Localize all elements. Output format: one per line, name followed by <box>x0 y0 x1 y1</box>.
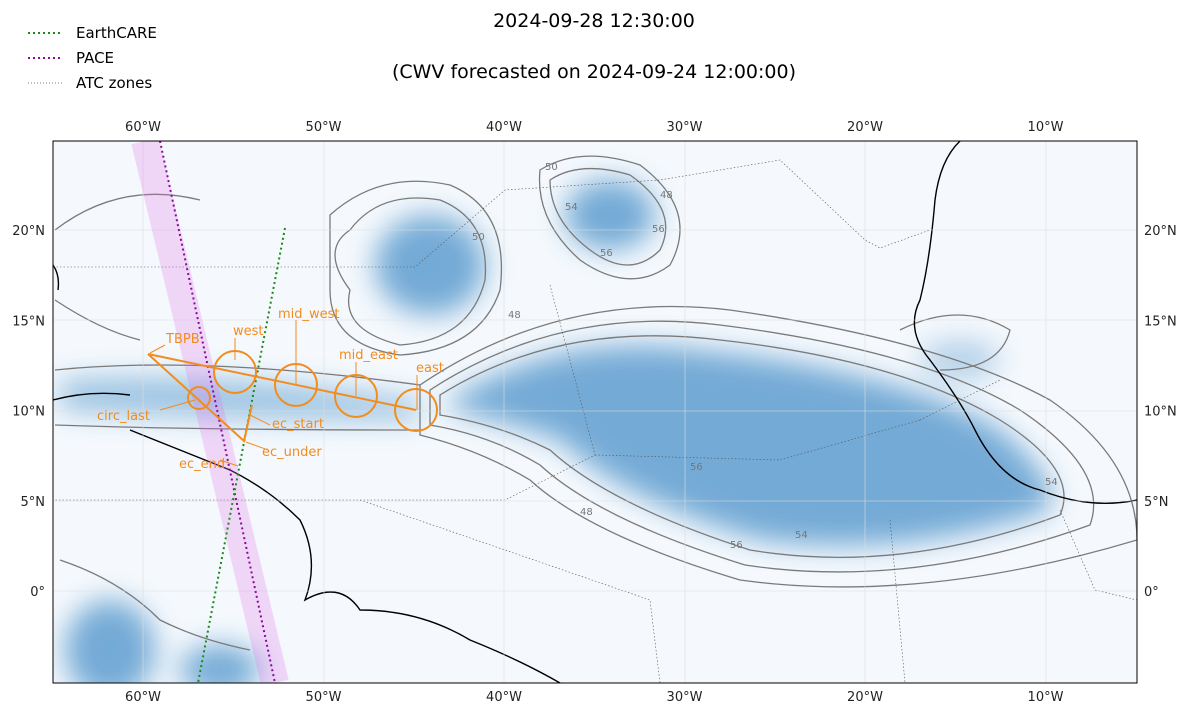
lon-label: 30°W <box>667 120 703 135</box>
earthcare-track <box>197 227 286 683</box>
lon-label: 50°W <box>306 690 342 705</box>
lat-label: 20°N <box>12 224 45 239</box>
tick-labels: 60°W 60°W 50°W 50°W 40°W 40°W 30°W 30°W 20°W 20°W… <box>12 120 1177 705</box>
lon-label: 10°W <box>1028 690 1064 705</box>
legend: EarthCARE PACE ATC zones <box>28 24 157 92</box>
subtitle: (CWV forecasted on 2024-09-24 12:00:00) <box>392 61 796 83</box>
lat-label: 0° <box>30 585 45 600</box>
label-leaders <box>149 320 418 467</box>
lon-label: 30°W <box>667 690 703 705</box>
contour-label: 48 <box>580 507 593 518</box>
lon-label: 20°W <box>847 690 883 705</box>
contour-label: 50 <box>472 232 485 243</box>
point-label: ec_under <box>262 445 322 460</box>
lat-label: 5°N <box>21 495 46 510</box>
water-vapor <box>60 180 1052 683</box>
contour-label: 56 <box>652 224 665 235</box>
point-label: ec_end <box>179 457 225 472</box>
lat-label: 0° <box>1144 585 1159 600</box>
legend-label: EarthCARE <box>76 24 157 42</box>
lat-label: 5°N <box>1144 495 1169 510</box>
contour-label: 50 <box>545 162 558 173</box>
lon-label: 50°W <box>306 120 342 135</box>
point-label: east <box>416 361 444 376</box>
atc-zones <box>53 159 1137 683</box>
contour-label: 54 <box>565 202 578 213</box>
lat-label: 20°N <box>1144 224 1177 239</box>
lat-label: 10°N <box>12 405 45 420</box>
pace-swath <box>131 141 289 683</box>
contour-label: 56 <box>600 248 613 259</box>
point-label: ec_start <box>272 417 324 432</box>
lat-label: 15°N <box>1144 314 1177 329</box>
contour-labels: 50 48 56 54 56 48 50 56 54 48 56 54 <box>472 162 1058 551</box>
contour-label: 56 <box>730 540 743 551</box>
point-label: TBPB <box>165 332 200 347</box>
point-label: circ_last <box>97 409 150 424</box>
title: 2024-09-28 12:30:00 <box>493 10 695 32</box>
point-label: mid_west <box>278 307 340 322</box>
lon-label: 20°W <box>847 120 883 135</box>
point-label: mid_east <box>339 348 398 363</box>
map-frame <box>52 140 1138 684</box>
legend-label: PACE <box>76 49 114 67</box>
contour-label: 54 <box>1045 477 1058 488</box>
lon-label: 60°W <box>125 120 161 135</box>
lat-label: 10°N <box>1144 405 1177 420</box>
lon-label: 40°W <box>486 690 522 705</box>
contour-label: 56 <box>690 462 703 473</box>
graticule <box>53 141 1137 683</box>
contour-label: 48 <box>660 190 673 201</box>
pace-track <box>159 141 276 683</box>
contour-label: 54 <box>795 530 808 541</box>
lat-label: 15°N <box>12 314 45 329</box>
lon-label: 40°W <box>486 120 522 135</box>
contour-label: 48 <box>508 310 521 321</box>
point-label: west <box>233 324 264 339</box>
lon-label: 60°W <box>125 690 161 705</box>
lon-label: 10°W <box>1028 120 1064 135</box>
legend-label: ATC zones <box>76 74 152 92</box>
